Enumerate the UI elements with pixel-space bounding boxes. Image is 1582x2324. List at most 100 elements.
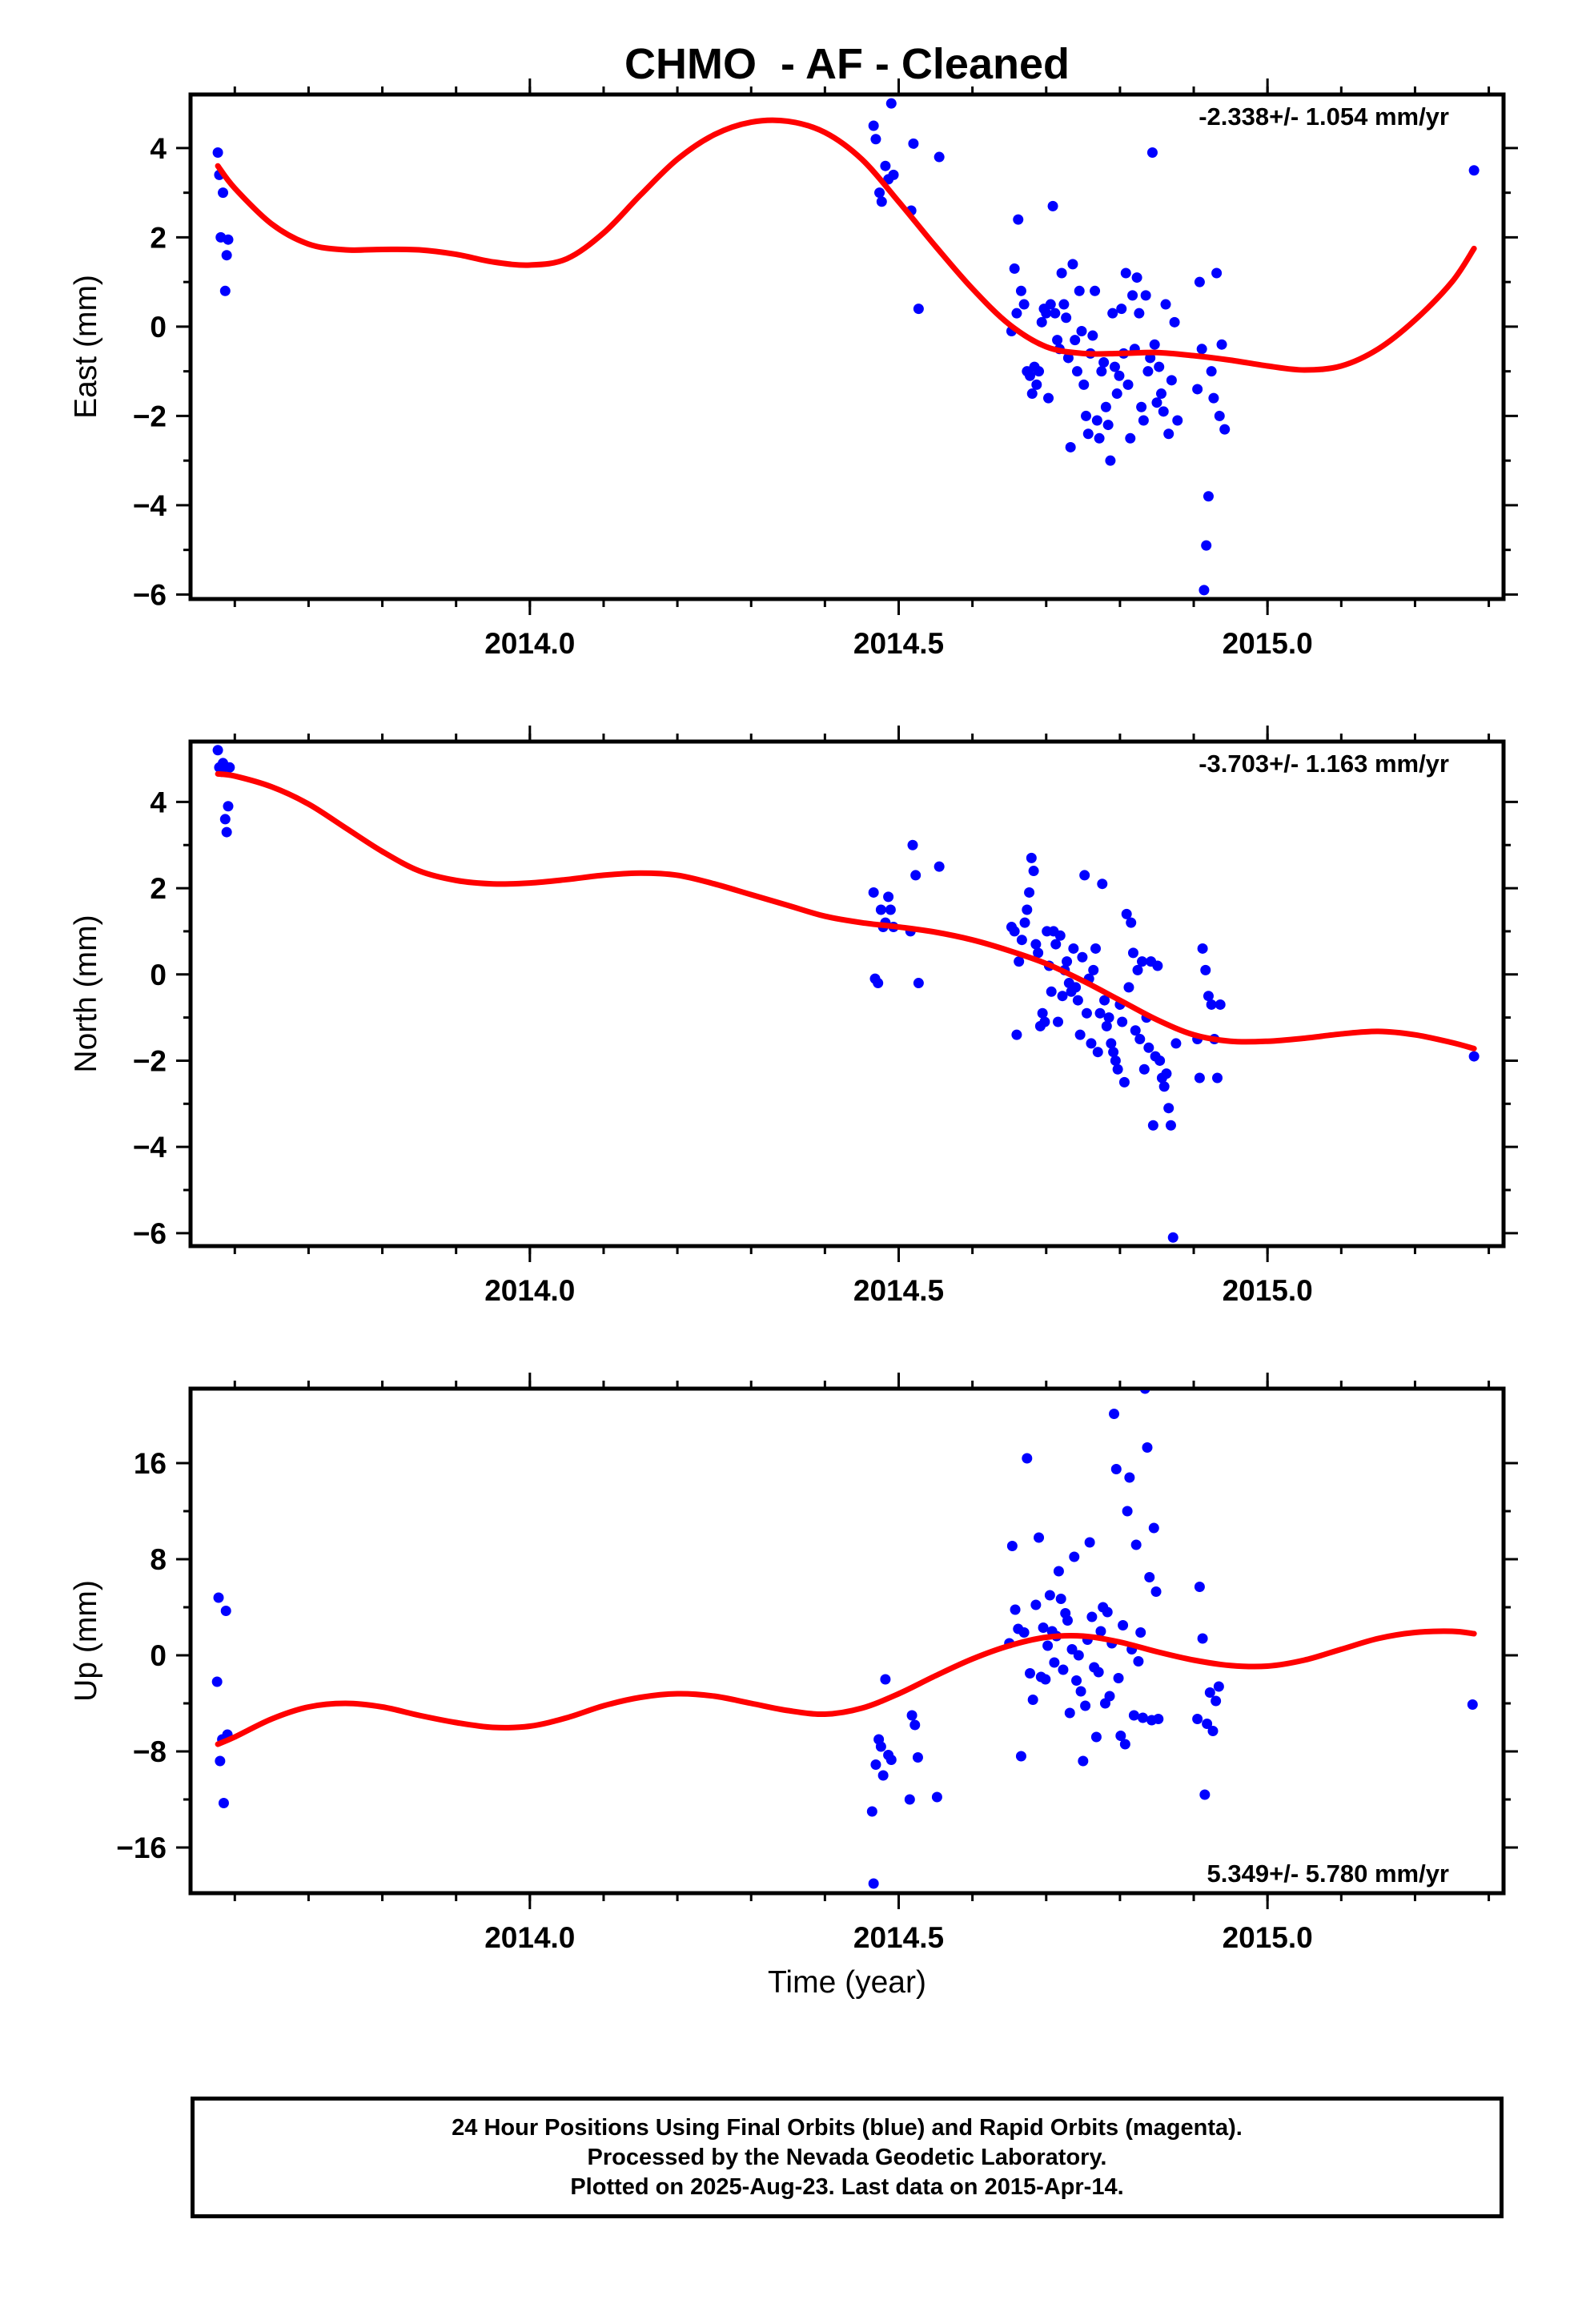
data-point xyxy=(913,978,924,989)
data-layer xyxy=(212,745,1480,1243)
data-point xyxy=(1075,1686,1086,1697)
y-tick-label: 2 xyxy=(150,221,167,254)
data-point xyxy=(1056,267,1067,279)
data-point xyxy=(1054,930,1066,941)
data-point xyxy=(1163,428,1174,440)
data-point xyxy=(1022,904,1033,915)
data-point xyxy=(1088,964,1099,975)
data-point xyxy=(1211,267,1223,279)
data-point xyxy=(1015,285,1026,296)
data-point xyxy=(1092,1047,1103,1058)
data-point xyxy=(1026,852,1037,863)
data-point xyxy=(1080,1700,1091,1711)
data-point xyxy=(221,826,232,838)
data-point xyxy=(212,147,223,158)
data-point xyxy=(1208,392,1219,404)
data-point xyxy=(1130,1539,1142,1550)
y-tick-label: −4 xyxy=(133,1131,167,1164)
data-point xyxy=(910,870,921,881)
x-axis-label: Time (year) xyxy=(768,1965,926,2000)
data-point xyxy=(1134,1034,1146,1045)
x-tick-label: 2015.0 xyxy=(1223,1921,1313,1954)
data-point xyxy=(1169,316,1180,328)
data-point xyxy=(1071,1675,1082,1686)
y-tick-label: 0 xyxy=(150,1639,167,1672)
data-point xyxy=(913,304,924,315)
data-point xyxy=(1074,1029,1086,1040)
y-tick-label: −8 xyxy=(133,1735,167,1768)
fit-curve xyxy=(215,770,1477,1051)
data-point xyxy=(1045,299,1056,310)
caption-box: 24 Hour Positions Using Final Orbits (bl… xyxy=(191,2097,1504,2218)
x-tick-label: 2014.5 xyxy=(853,1274,944,1307)
data-point xyxy=(1146,147,1158,158)
data-point xyxy=(1049,1657,1060,1668)
data-point xyxy=(1137,1712,1148,1723)
y-tick-label: −2 xyxy=(133,1044,167,1077)
data-point xyxy=(1097,879,1108,890)
data-point xyxy=(1160,299,1171,310)
data-point xyxy=(1155,388,1166,400)
data-point xyxy=(1204,1687,1215,1698)
y-axis-label: North (mm) xyxy=(69,915,103,1072)
data-point xyxy=(1107,308,1118,319)
data-point xyxy=(1116,304,1127,315)
data-point xyxy=(1135,1627,1146,1638)
data-point xyxy=(1106,1038,1117,1049)
data-point xyxy=(1087,330,1098,341)
data-point xyxy=(1197,943,1208,954)
caption-line-3: Plotted on 2025-Aug-23. Last data on 201… xyxy=(570,2173,1124,2200)
data-point xyxy=(1077,951,1088,963)
data-point xyxy=(1101,1020,1112,1031)
data-point xyxy=(1216,339,1227,350)
data-point xyxy=(1090,285,1101,296)
data-point xyxy=(1031,379,1042,390)
data-point xyxy=(1047,200,1058,211)
data-point xyxy=(1098,357,1110,368)
data-point xyxy=(868,887,879,898)
data-point xyxy=(223,801,234,812)
data-point xyxy=(1073,1650,1084,1661)
data-point xyxy=(1118,1620,1129,1630)
data-point xyxy=(1027,1695,1038,1705)
data-point xyxy=(1033,947,1044,959)
data-point xyxy=(1036,316,1047,328)
panel-1: 2014.0 2014.5 2015.0 −6 −4 −2 0 2 4 East (mm) -2.3… xyxy=(69,78,1518,660)
y-tick-label: 2 xyxy=(150,872,167,905)
data-point xyxy=(1055,1594,1066,1604)
data-point xyxy=(1037,1007,1048,1019)
data-point xyxy=(1140,1390,1150,1394)
data-point xyxy=(1119,1739,1130,1750)
data-point xyxy=(1166,375,1177,386)
data-point xyxy=(1014,956,1025,967)
data-point xyxy=(1028,866,1039,877)
rate-label: 5.349+/- 5.780 mm/yr xyxy=(1207,1860,1449,1888)
data-point xyxy=(1136,401,1147,412)
data-point xyxy=(1042,1640,1054,1651)
data-point xyxy=(1127,290,1138,301)
data-point xyxy=(883,891,894,903)
data-point xyxy=(912,1752,923,1763)
data-point xyxy=(1199,1789,1211,1800)
data-point xyxy=(909,1719,921,1731)
chart-title: CHMO - AF - Cleaned xyxy=(624,40,1070,88)
x-tick-label: 2014.0 xyxy=(484,627,575,660)
data-point xyxy=(1121,908,1132,919)
y-tick-label: −6 xyxy=(133,1217,167,1250)
data-point xyxy=(1202,1719,1213,1729)
plot-frame xyxy=(188,92,1506,601)
data-point xyxy=(1140,290,1151,301)
fit-curve xyxy=(215,1628,1477,1747)
data-point xyxy=(1138,1063,1150,1075)
data-point xyxy=(1151,397,1162,408)
data-point xyxy=(1211,1695,1222,1707)
data-point xyxy=(1041,308,1052,319)
data-point xyxy=(1125,432,1136,444)
data-point xyxy=(1086,1038,1097,1049)
data-point xyxy=(1111,388,1122,400)
data-point xyxy=(1081,410,1092,421)
data-point xyxy=(904,1794,915,1805)
data-point xyxy=(1142,1442,1153,1453)
data-point xyxy=(1044,1590,1055,1601)
data-point xyxy=(1062,352,1074,364)
